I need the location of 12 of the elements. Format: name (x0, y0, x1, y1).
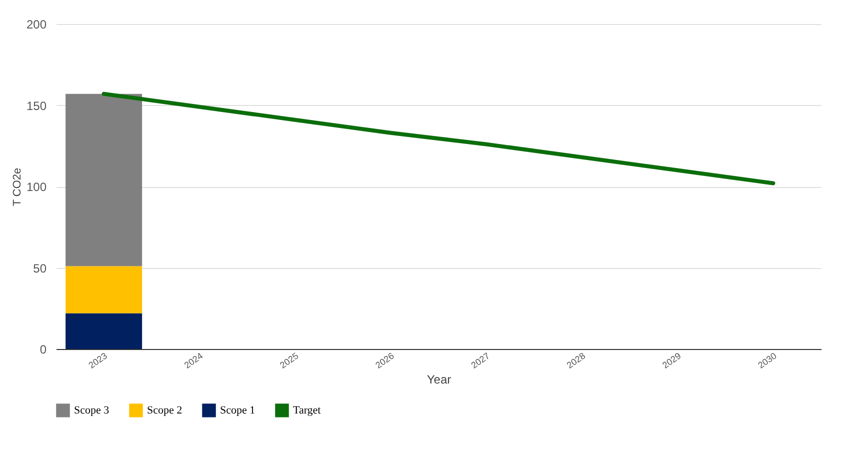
legend-label: Target (293, 404, 321, 416)
y-tick-label: 0 (40, 342, 47, 356)
y-tick-label: 150 (26, 98, 47, 113)
legend-label: Scope 2 (147, 404, 182, 416)
y-tick-label: 200 (26, 18, 47, 32)
legend-label: Scope 3 (74, 404, 110, 416)
line-series (102, 92, 776, 186)
y-tick-label: 100 (26, 180, 47, 194)
legend-label: Scope 1 (220, 404, 256, 416)
y-axis-title: T CO2e (11, 168, 24, 206)
x-axis-title: Year (426, 372, 452, 386)
y-tick-label: 50 (33, 261, 47, 276)
